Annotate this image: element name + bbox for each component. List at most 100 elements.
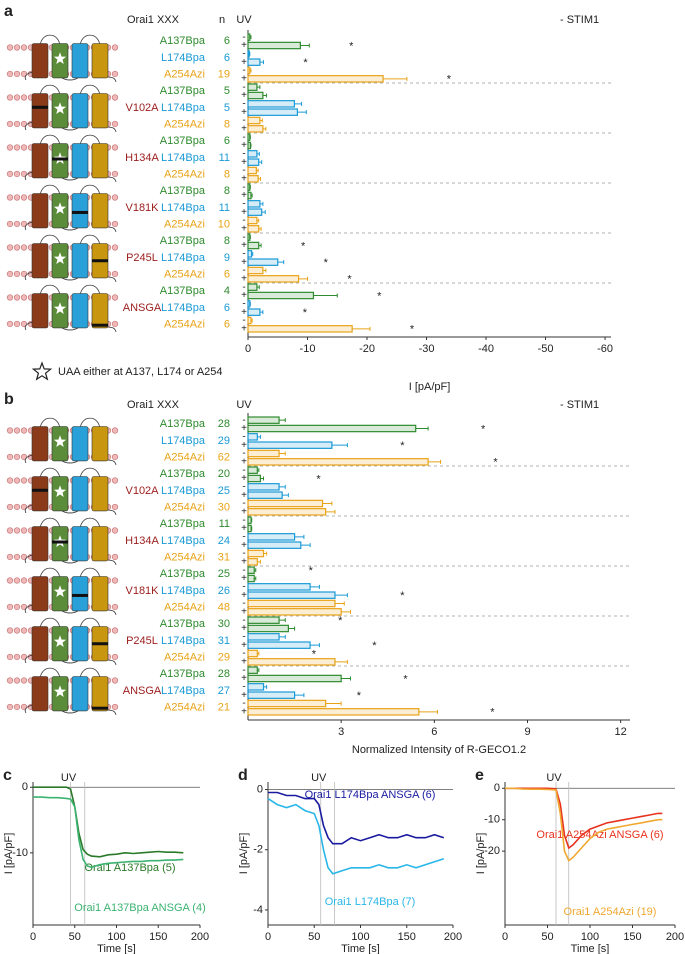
error-bar	[258, 243, 262, 248]
uaa-label: L174Bpa	[161, 252, 206, 264]
uv-state: -	[242, 65, 245, 76]
loop	[24, 617, 117, 666]
error-bar	[257, 434, 261, 439]
bar	[247, 674, 342, 683]
mutation-mark	[32, 105, 48, 109]
uv-state: +	[241, 640, 247, 651]
uaa-label: A254Azi	[164, 69, 205, 81]
error-bar	[310, 643, 320, 648]
series-label: Orai1 A254Azi ANSGA (6)	[536, 829, 663, 841]
uv-state: +	[241, 190, 247, 201]
n-label: 10	[218, 219, 230, 231]
lipid-head	[13, 527, 21, 534]
mutation-mark	[92, 642, 108, 646]
error-bar	[334, 601, 345, 606]
lipid-head	[6, 320, 14, 328]
uv-state: -	[242, 515, 245, 526]
significance-marker: *	[410, 324, 415, 336]
significance-marker: *	[400, 440, 405, 452]
lipid-head	[6, 427, 14, 434]
series-label: Orai1 L174Bpa ANSGA (6)	[305, 789, 436, 801]
helix	[71, 476, 89, 512]
n-label: 20	[218, 468, 230, 480]
helix	[71, 626, 89, 662]
uaa-label: L174Bpa	[161, 435, 206, 447]
n-label: 8	[224, 235, 230, 247]
panel-letter: a	[4, 3, 13, 20]
helix	[31, 93, 49, 129]
error-bar	[259, 310, 264, 315]
bar	[247, 291, 315, 300]
significance-marker: *	[316, 473, 321, 485]
uaa-label: A254Azi	[164, 319, 205, 331]
n-label: 24	[218, 535, 230, 547]
uv-state: +	[241, 173, 247, 184]
lipid-head	[111, 553, 119, 561]
x-tick-label: 100	[107, 931, 125, 943]
lipid-head	[13, 144, 21, 151]
lipid-head	[111, 294, 119, 301]
bar	[247, 608, 342, 616]
error-bar	[334, 593, 348, 598]
lipid-head	[111, 503, 119, 511]
error-bar	[262, 93, 267, 98]
error-bar	[251, 526, 253, 531]
x-tick-label: 150	[149, 931, 167, 943]
significance-marker: *	[377, 290, 382, 302]
helix	[31, 476, 49, 512]
column-header: UV	[236, 14, 252, 26]
x-tick-label: 200	[444, 931, 462, 943]
uv-state: +	[241, 73, 247, 84]
x-tick-label: 50	[541, 931, 553, 943]
lipid-head	[111, 320, 119, 328]
uv-state: +	[241, 456, 247, 467]
bar	[247, 416, 280, 424]
n-label: 6	[224, 135, 230, 147]
n-label: 27	[218, 685, 230, 697]
uaa-label: A254Azi	[164, 269, 205, 281]
uv-state: +	[241, 107, 247, 118]
uv-state: -	[242, 498, 245, 509]
uv-state: +	[241, 57, 247, 68]
mutant-label: ANSGA	[123, 685, 162, 697]
uv-state: -	[242, 298, 245, 309]
uv-state: -	[242, 248, 245, 259]
helix	[91, 426, 109, 462]
y-tick-label: -10	[484, 814, 500, 826]
lipid-head	[111, 653, 119, 661]
n-label: 6	[224, 52, 230, 64]
error-bar	[322, 501, 333, 506]
helix	[71, 426, 89, 462]
uv-state: +	[241, 240, 247, 251]
uv-state: -	[242, 132, 245, 143]
uv-state: +	[241, 273, 247, 284]
helix	[31, 576, 49, 612]
error-bar	[250, 143, 252, 148]
lipid-head	[13, 294, 21, 301]
error-bar	[250, 318, 253, 323]
bar	[247, 91, 264, 100]
uv-state: +	[241, 423, 247, 434]
lipid-head	[20, 677, 28, 684]
panel-letter: d	[238, 767, 248, 784]
significance-marker: *	[303, 307, 308, 319]
bar	[247, 574, 255, 583]
uv-state: -	[242, 448, 245, 459]
loop	[24, 234, 117, 283]
bar	[247, 258, 279, 266]
loop	[24, 34, 117, 83]
uv-label: UV	[311, 772, 327, 784]
bar	[247, 699, 327, 708]
x-tick-label: -30	[419, 343, 435, 355]
mutation-mark	[92, 259, 108, 263]
y-tick-label: 0	[494, 782, 500, 794]
error-bar	[257, 668, 260, 673]
lipid-head	[6, 503, 14, 511]
error-bar	[341, 609, 351, 614]
significance-marker: *	[481, 423, 486, 435]
error-bar	[257, 559, 261, 564]
uv-state: -	[242, 465, 245, 476]
uv-state: +	[241, 123, 247, 134]
lipid-head	[111, 427, 119, 434]
panel-letter: e	[475, 767, 484, 784]
